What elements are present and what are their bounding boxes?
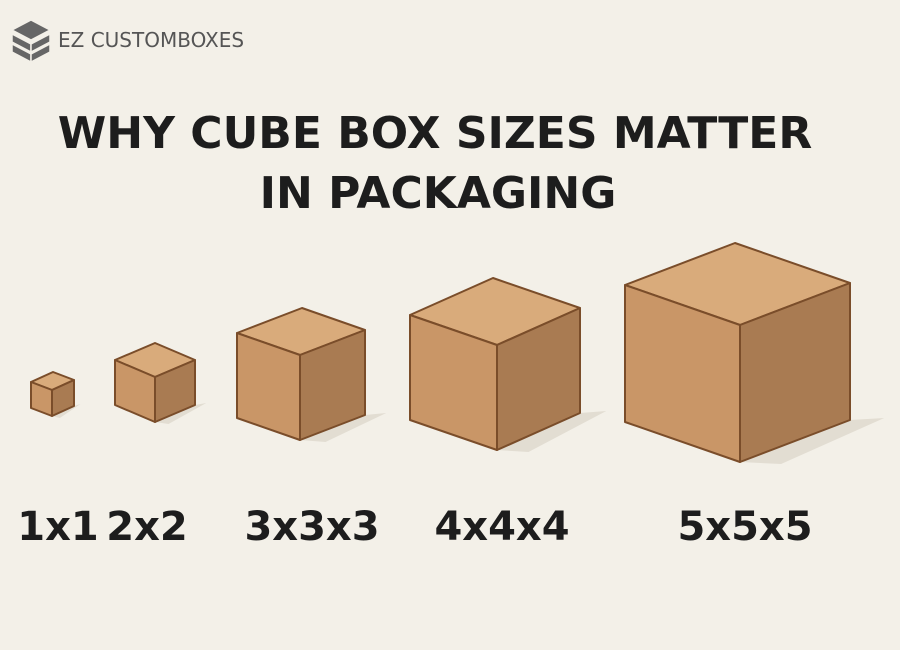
title-line: WHY CUBE BOX SIZES MATTER <box>58 108 813 159</box>
brand-name: EZ CUSTOMBOXES <box>58 28 244 52</box>
logo-icon <box>10 19 52 64</box>
box-side <box>51 379 75 417</box>
box-shadow <box>52 404 81 418</box>
box-side <box>154 359 196 423</box>
box-shadow <box>155 403 207 424</box>
box-shadow <box>740 418 885 464</box>
cube-box <box>30 371 81 418</box>
title-line: IN PACKAGING <box>260 168 617 219</box>
box-side <box>299 329 366 441</box>
box-label: 4x4x4 <box>434 504 569 550</box>
cube-box <box>114 342 207 424</box>
cube-box <box>409 277 607 452</box>
box-side <box>496 307 581 451</box>
box-shadow <box>300 413 387 442</box>
box-shadow <box>497 411 607 452</box>
boxes <box>30 242 885 464</box>
cube-box <box>624 242 885 464</box>
box-label: 3x3x3 <box>244 504 379 550</box>
box-side <box>739 282 851 463</box>
cube-box <box>236 307 387 442</box>
box-label: 5x5x5 <box>677 504 812 550</box>
box-label: 1x1 <box>17 504 98 550</box>
box-label: 2x2 <box>106 504 187 550</box>
